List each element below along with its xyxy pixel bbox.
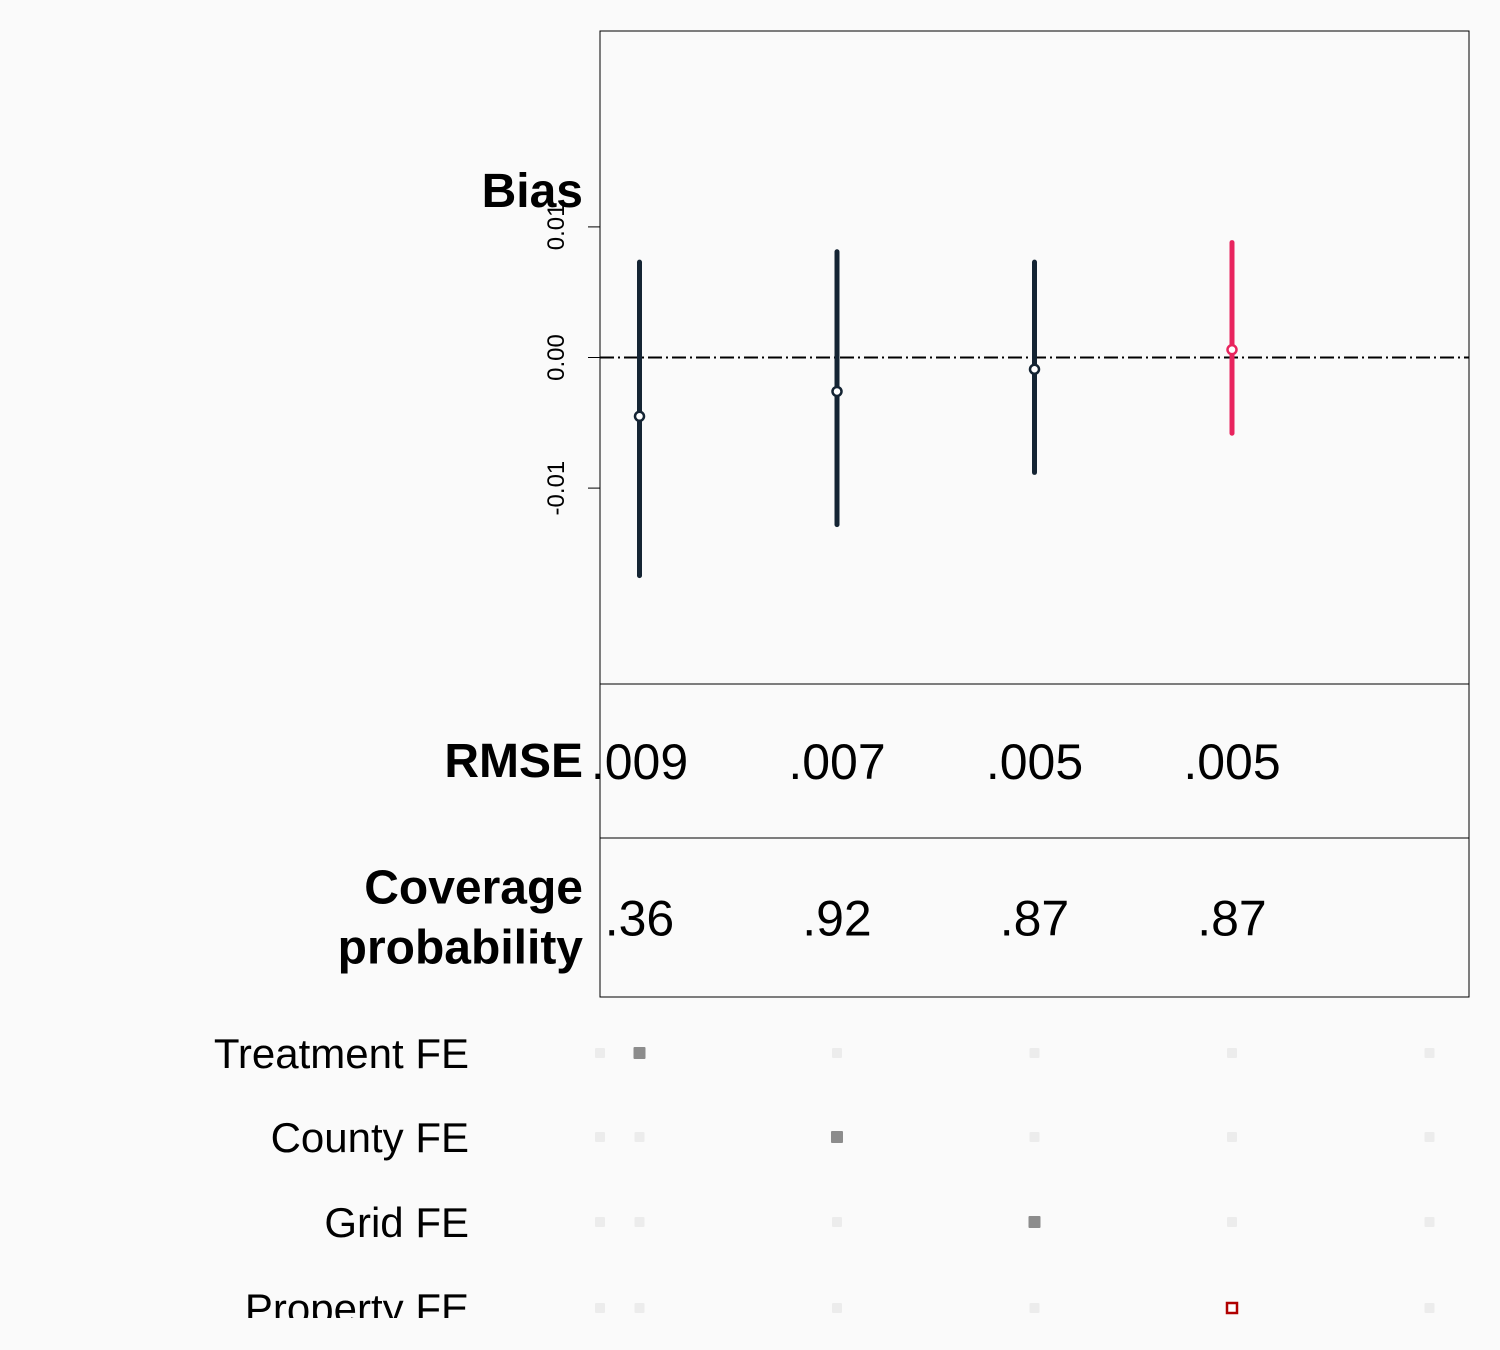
y-tick-label: 0.01 xyxy=(543,204,570,251)
metric-value: .007 xyxy=(788,734,885,790)
metric-label: probability xyxy=(338,922,584,975)
fe-label: Grid FE xyxy=(324,1199,469,1246)
fe-indicator-inactive xyxy=(595,1048,605,1058)
fe-indicator-inactive xyxy=(595,1217,605,1227)
fe-indicator-inactive xyxy=(832,1048,842,1058)
fe-indicator-inactive xyxy=(1424,1303,1435,1313)
y-tick-label: 0.00 xyxy=(543,334,570,381)
estimate-point-3 xyxy=(1028,363,1041,376)
metric-value: .005 xyxy=(1183,734,1280,790)
fe-indicator-inactive xyxy=(1029,1303,1040,1313)
fe-indicator-inactive xyxy=(1424,1217,1435,1227)
estimate-point-1 xyxy=(633,410,646,423)
estimate-point-4 xyxy=(1226,343,1238,356)
fe-indicator-inactive xyxy=(832,1303,842,1313)
fe-indicator-inactive xyxy=(595,1132,605,1142)
fe-indicator-inactive xyxy=(595,1303,605,1313)
fe-indicator-active xyxy=(831,1131,843,1143)
fe-indicator-inactive xyxy=(832,1217,842,1227)
fe-indicator-inactive xyxy=(1424,1048,1435,1058)
bias-title: Bias xyxy=(482,165,583,218)
metrics-panel: RMSE .009 .007 .005 .005 Coverage probability.… xyxy=(338,683,1470,998)
fe-indicator-inactive xyxy=(1029,1132,1040,1142)
fe-indicator-inactive xyxy=(1227,1217,1237,1227)
metric-value: .005 xyxy=(986,734,1083,790)
metric-label: RMSE xyxy=(444,735,583,788)
fe-indicator-inactive xyxy=(1424,1132,1435,1142)
fixed-effects-panel: Treatment FE County FE Grid FE Property FE xyxy=(214,1030,1435,1332)
estimate-point-2 xyxy=(831,385,843,398)
metric-label: Coverage xyxy=(364,862,583,915)
bias-panel: Bias -0.01 0.00 0.01 xyxy=(482,30,1470,685)
metric-row-frame-2 xyxy=(599,837,1470,998)
fe-indicator-active xyxy=(1225,1301,1239,1315)
fe-indicator-inactive xyxy=(1227,1048,1237,1058)
metric-value: .009 xyxy=(591,734,688,790)
fe-indicator-inactive xyxy=(1029,1048,1040,1058)
fe-label: County FE xyxy=(271,1114,469,1161)
fe-label: Property FE xyxy=(245,1285,469,1332)
fe-indicator-inactive xyxy=(634,1132,645,1142)
fe-indicator-inactive xyxy=(634,1303,645,1313)
fe-indicator-inactive xyxy=(1227,1132,1237,1142)
fe-label: Treatment FE xyxy=(214,1030,469,1077)
fe-indicator-inactive xyxy=(634,1217,645,1227)
fe-indicator-active xyxy=(633,1047,646,1059)
metric-value: .87 xyxy=(1197,891,1267,947)
y-tick-label: -0.01 xyxy=(543,461,570,516)
metric-value: .87 xyxy=(1000,891,1070,947)
metric-value: .92 xyxy=(802,891,872,947)
fe-indicator-active xyxy=(1028,1216,1041,1228)
metric-value: .36 xyxy=(605,891,675,947)
